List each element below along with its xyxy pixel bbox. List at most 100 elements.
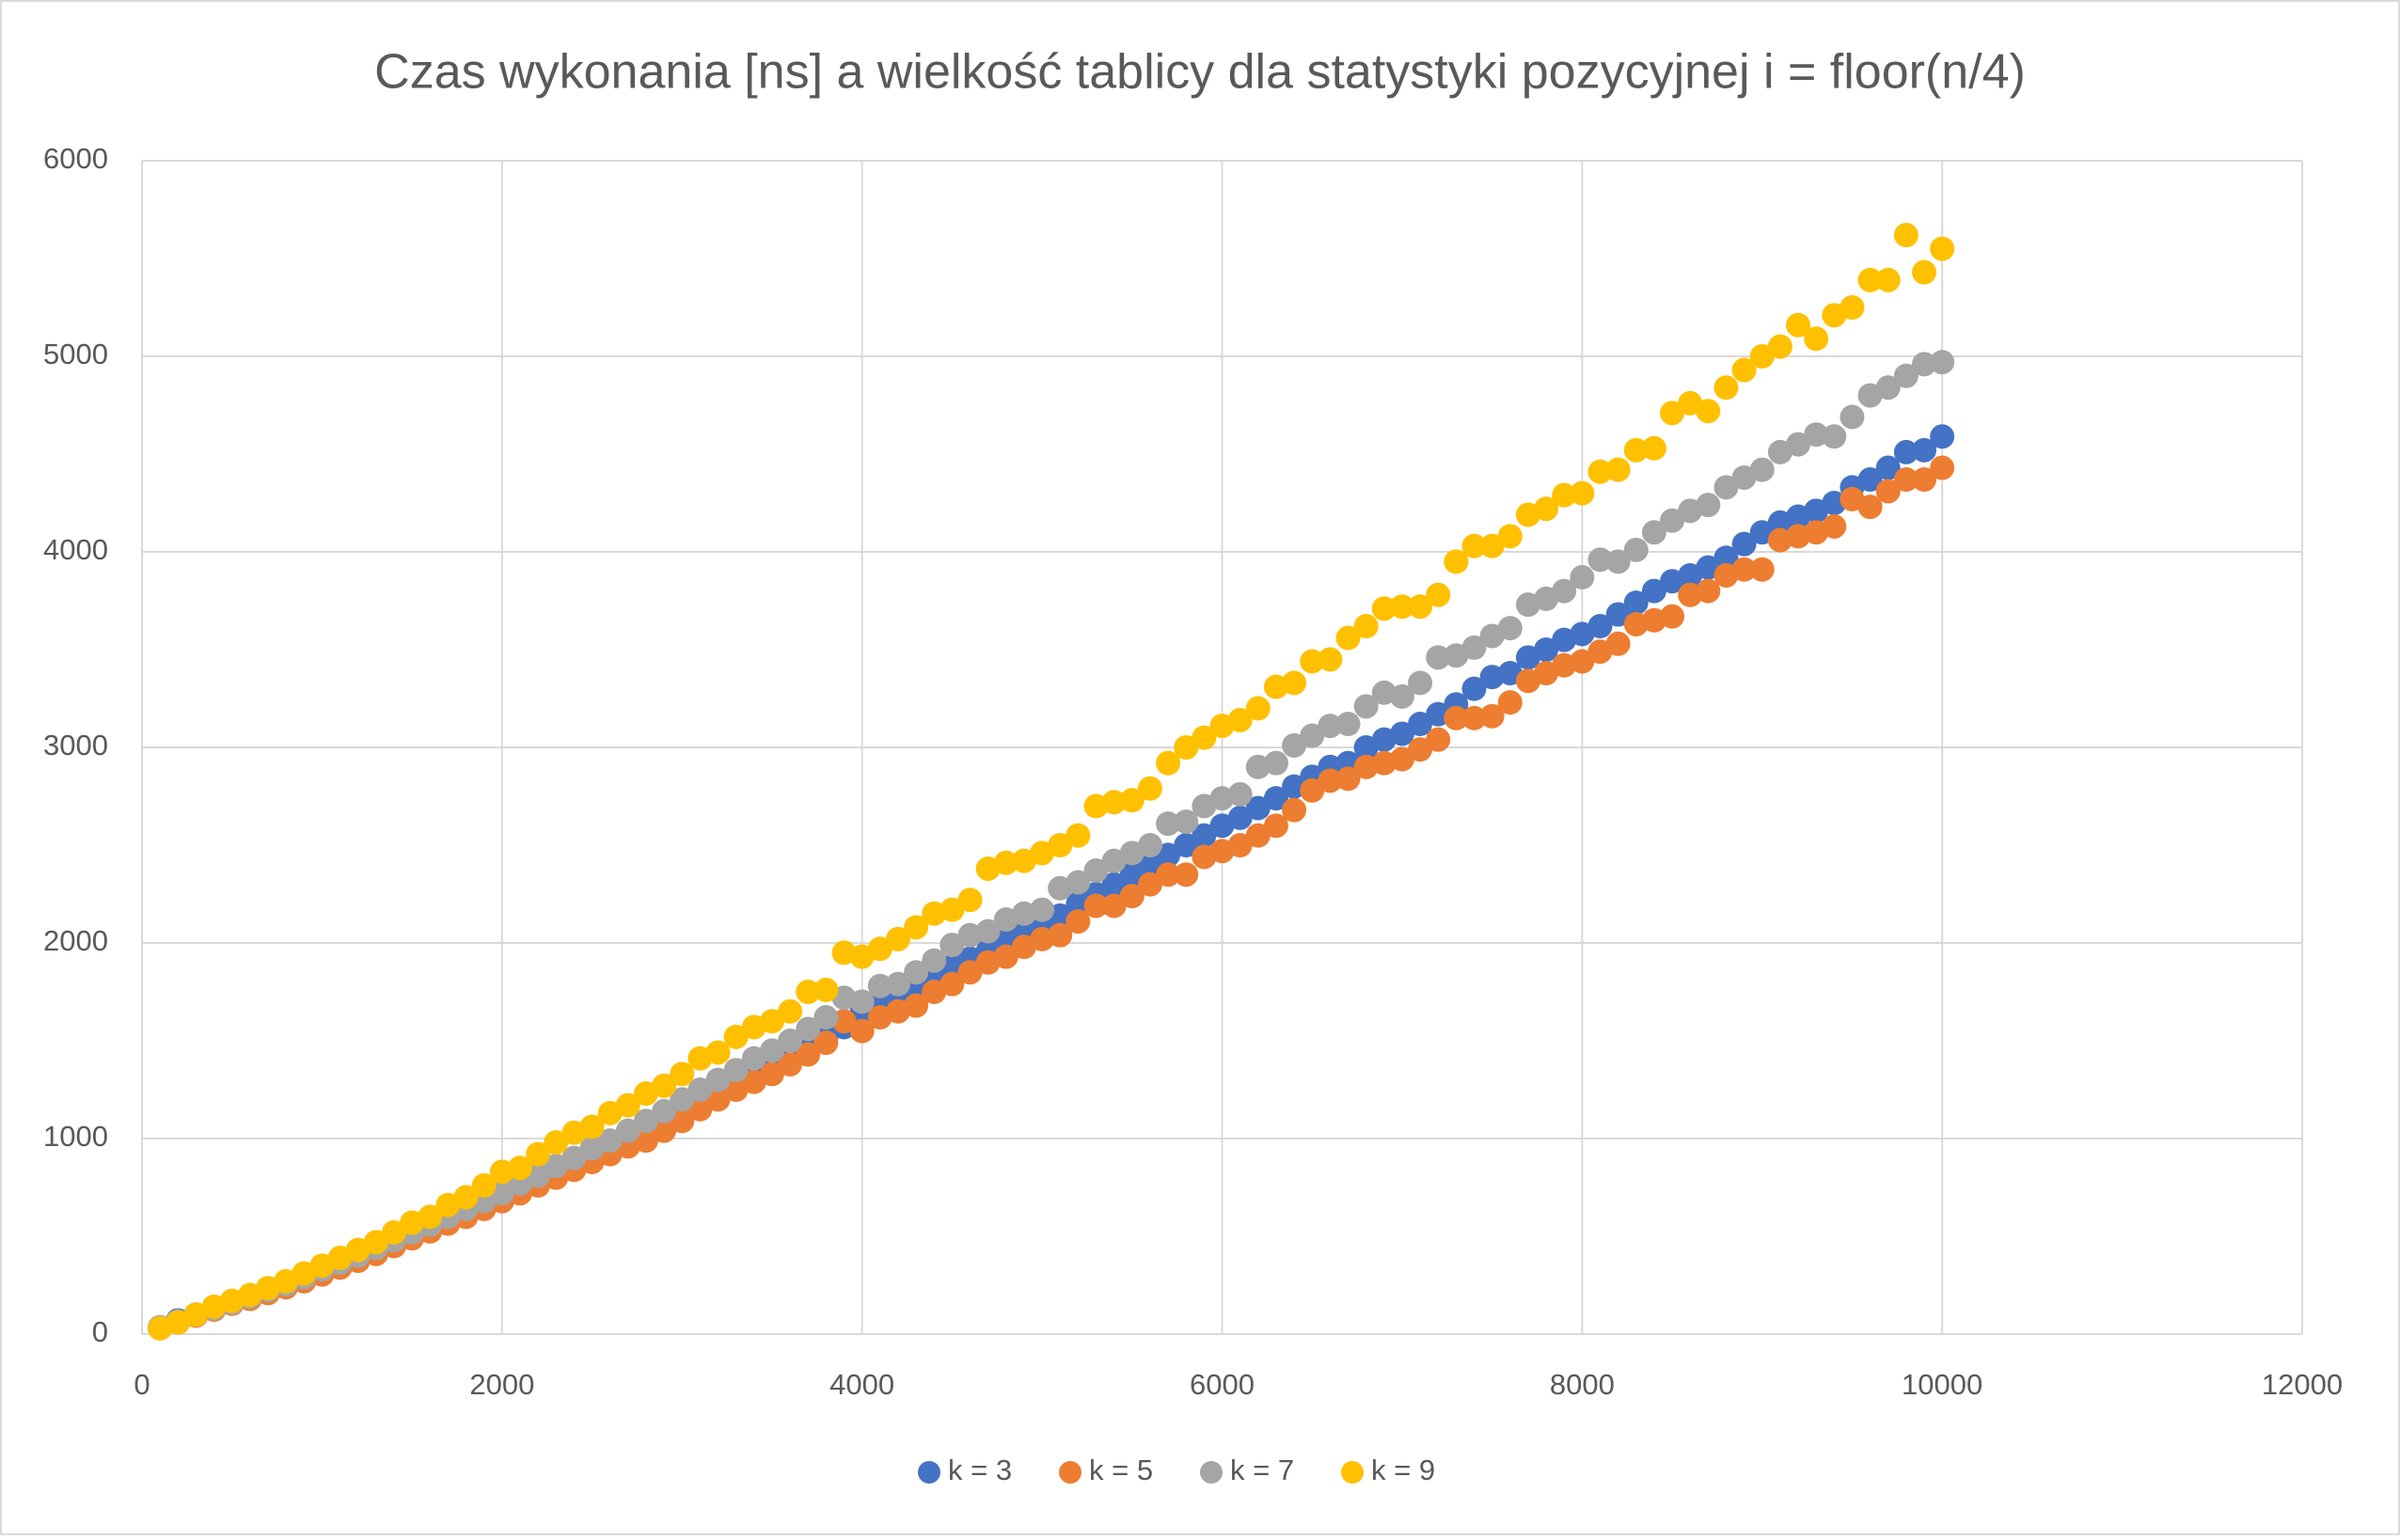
point: [1119, 862, 1145, 888]
point: [1335, 625, 1361, 651]
legend-marker: [918, 1461, 940, 1484]
point: [778, 1051, 803, 1076]
point: [652, 1118, 677, 1143]
point: [904, 960, 929, 985]
point: [1137, 833, 1162, 857]
point: [939, 897, 965, 922]
point: [1137, 776, 1162, 801]
point: [561, 1145, 587, 1171]
legend-label: k = 3: [948, 1454, 1012, 1486]
point: [1263, 750, 1288, 776]
point: [993, 944, 1018, 969]
point: [652, 1098, 677, 1124]
point: [1156, 842, 1181, 868]
legend-marker: [1059, 1461, 1082, 1484]
point: [723, 1024, 749, 1049]
point: [1353, 614, 1379, 639]
point: [1713, 475, 1739, 500]
point: [1696, 578, 1721, 604]
point: [1119, 788, 1145, 813]
point: [1731, 557, 1757, 582]
point: [1389, 684, 1414, 709]
point: [1893, 467, 1918, 493]
point: [1497, 616, 1523, 641]
x-tick-label: 4000: [829, 1368, 894, 1401]
point: [633, 1128, 658, 1154]
x-tick-label: 12000: [2262, 1368, 2343, 1401]
point: [705, 1067, 731, 1092]
point: [1497, 524, 1523, 549]
point: [1660, 604, 1685, 629]
point: [1696, 493, 1721, 518]
y-tick-label: 0: [92, 1315, 108, 1348]
point: [1534, 637, 1559, 662]
point: [1300, 778, 1325, 803]
point: [1461, 635, 1487, 660]
point: [597, 1128, 623, 1154]
point: [670, 1108, 695, 1134]
point: [1552, 482, 1577, 508]
point: [1930, 455, 1955, 480]
y-tick-label: 4000: [43, 533, 108, 566]
point: [1875, 455, 1901, 480]
point: [1066, 909, 1091, 935]
point: [1912, 259, 1937, 285]
point: [1192, 823, 1217, 848]
point: [1426, 645, 1451, 670]
point: [1300, 649, 1325, 674]
point: [957, 960, 983, 985]
point: [1227, 781, 1253, 807]
point: [1426, 727, 1451, 752]
point: [1605, 631, 1631, 656]
point: [885, 926, 910, 951]
point: [1713, 375, 1739, 401]
point: [1930, 236, 1955, 261]
point: [813, 977, 839, 1002]
legend-label: k = 9: [1371, 1454, 1435, 1486]
y-tick-label: 1000: [43, 1120, 108, 1153]
point: [1912, 352, 1937, 377]
legend-label: k = 7: [1230, 1454, 1294, 1486]
point: [453, 1185, 479, 1210]
point: [1353, 694, 1379, 719]
point: [507, 1155, 532, 1181]
point: [993, 850, 1018, 875]
point: [1066, 870, 1091, 895]
point: [1371, 596, 1397, 621]
point: [1893, 439, 1918, 464]
point: [778, 998, 803, 1024]
point: [796, 1042, 821, 1067]
point: [1318, 768, 1343, 794]
point: [1822, 513, 1847, 539]
point: [1156, 750, 1181, 776]
point: [1101, 872, 1127, 897]
point: [939, 933, 965, 958]
y-tick-label: 6000: [43, 142, 108, 175]
point: [1156, 862, 1181, 888]
y-tick-label: 5000: [43, 338, 108, 370]
point: [1083, 893, 1109, 919]
point: [1660, 401, 1685, 426]
point: [1192, 725, 1217, 750]
point: [1570, 565, 1595, 590]
point: [1066, 891, 1091, 917]
point: [381, 1219, 406, 1245]
point: [1804, 326, 1829, 352]
point: [1875, 479, 1901, 504]
point: [1048, 833, 1073, 857]
point: [1641, 520, 1666, 545]
point: [1930, 424, 1955, 449]
x-tick-label: 6000: [1190, 1368, 1255, 1401]
point: [1282, 732, 1307, 758]
point: [1857, 267, 1883, 292]
point: [1461, 676, 1487, 701]
point: [1282, 670, 1307, 696]
point: [1749, 557, 1775, 582]
point: [1048, 922, 1073, 948]
point: [1137, 852, 1162, 877]
point: [1930, 350, 1955, 375]
point: [1479, 533, 1505, 558]
point: [1731, 357, 1757, 383]
point: [1587, 547, 1613, 573]
